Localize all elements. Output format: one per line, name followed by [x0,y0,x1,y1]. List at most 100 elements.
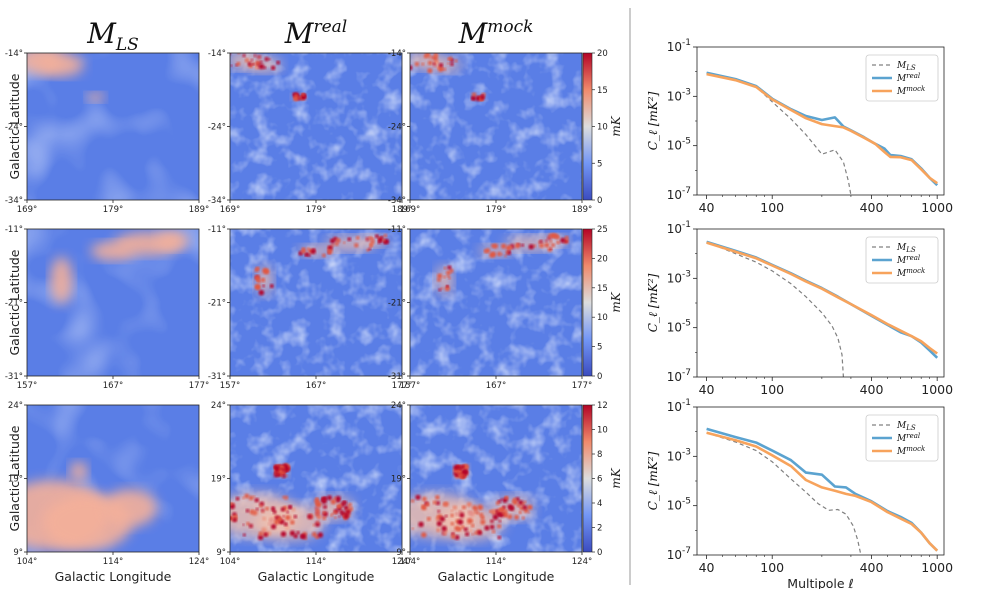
emission-clump [414,61,419,67]
emission-clump [462,469,469,475]
emission-clump [300,248,307,254]
lon-tick-label: 179° [486,205,506,215]
spectrum-chart: 40 100 400 1000 10-1 10-3 10-5 10-7 C_ℓ [mK²] MLS… [646,220,953,397]
lat-tick-label: 24° [391,401,406,411]
emission-clump [427,60,433,66]
emission-clump [459,465,462,468]
x-tick-label: 1000 [921,382,953,397]
emission-clump [453,464,459,470]
emission-clump [258,531,263,536]
emission-clump [322,511,326,515]
emission-clump [345,509,351,515]
colorbar-tick-label: 8 [597,450,602,460]
emission-clump [244,493,250,499]
emission-clump [490,519,494,523]
emission-clump [245,509,250,513]
legend-box [865,54,939,102]
emission-clump [286,510,289,514]
emission-clump [539,242,545,248]
emission-clump [218,510,223,515]
emission-clump [301,92,305,97]
series-line [706,72,852,195]
lon-tick-label: 167° [486,381,506,391]
emission-clump [418,521,424,528]
emission-clump [432,500,437,505]
emission-clump [446,284,449,288]
map-image [410,53,582,200]
emission-clump [459,512,465,518]
x-tick-label: 100 [760,560,784,575]
colorbar-tick-label: 5 [597,343,602,353]
emission-clump [370,239,375,244]
colorbar-tick-label: 20 [597,254,608,264]
emission-clump [471,96,475,101]
emission-clump [500,498,503,501]
emission-clump [323,504,327,509]
emission-clump [242,533,246,537]
lat-tick-label: -24° [208,123,226,133]
emission-clump [282,515,285,518]
emission-clump [263,268,270,275]
lat-tick-label: -14° [388,49,406,59]
lon-tick-label: 179° [103,205,123,215]
emission-clump [491,243,496,248]
emission-clump [265,506,269,511]
emission-clump [284,495,289,500]
emission-clump [410,65,413,71]
emission-clump [315,512,320,517]
series-line [706,72,938,185]
emission-clump [343,241,346,244]
x-tick-label: 100 [760,382,784,397]
emission-clump [263,66,267,69]
emission-clump [315,508,320,513]
y-tick-label: 10-7 [667,186,691,202]
emission-clump [330,513,333,517]
emission-clump [489,509,493,513]
emission-clump [269,284,274,289]
emission-clump [334,516,337,519]
emission-clump [544,242,550,248]
emission-clump [276,60,280,65]
emission-clump [462,505,466,510]
lon-tick-label: 157° [17,381,37,391]
colorbar-tick-label: 25 [597,225,608,235]
emission-clump [504,514,508,517]
emission-clump [504,254,507,258]
emission-clump [258,63,265,70]
emission-clump [551,234,555,238]
emission-clump [435,495,440,500]
emission-clump [444,285,450,291]
colorbar-tick-label: 10 [597,426,608,436]
emission-clump [335,495,341,502]
emission-clump [235,496,240,501]
lon-tick-label: 104° [220,557,240,567]
colorbar-tick-label: 0 [597,372,602,382]
emission-clump [259,504,263,508]
emission-clump [339,510,344,515]
emission-clump [282,495,285,499]
lon-tick-label: 169° [220,205,240,215]
emission-clump [450,522,454,526]
emission-clump [450,513,454,518]
map-grid: MLS Mreal Mmock-14°-24°-34°169° 179° 189°-14… [5,17,623,584]
emission-clump [471,523,475,528]
map-image [27,53,199,200]
emission-clump [421,62,425,66]
emission-clump [244,58,250,63]
map-image [27,229,199,376]
emission-clump [331,512,334,515]
emission-clump [411,527,415,530]
y-axis-label: Galactic Latitude [7,249,22,355]
emission-clump [314,498,320,504]
emission-clump [517,503,521,508]
emission-clump [527,511,531,514]
emission-clump [403,500,407,504]
lat-tick-label: -11° [5,225,23,235]
emission-clump [321,496,327,501]
emission-clump [477,504,483,511]
emission-clump [497,508,502,513]
lon-tick-label: 104° [400,557,420,567]
lon-tick-label: 189° [189,205,209,215]
emission-clump [224,509,229,514]
emission-clump [421,532,427,538]
